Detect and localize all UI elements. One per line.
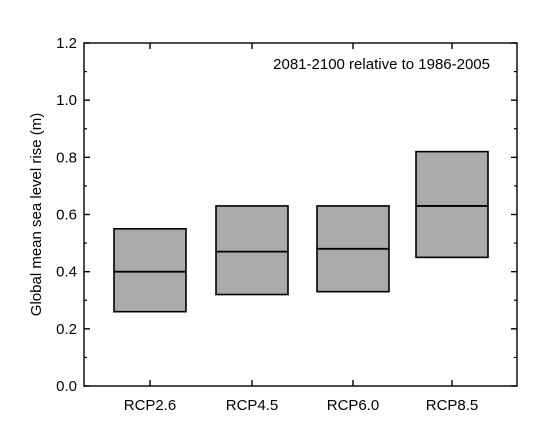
y-tick-label: 1.2 [56, 35, 77, 52]
x-axis-ticks [149, 43, 453, 386]
y-tick-label: 0.2 [56, 321, 77, 338]
x-tick-label: RCP4.5 [226, 397, 279, 414]
y-tick-label: 0.0 [56, 378, 77, 395]
y-tick-label: 0.6 [56, 207, 77, 224]
x-tick-label: RCP2.6 [124, 397, 177, 414]
likely-range-box [215, 205, 289, 296]
likely-range-box [113, 227, 187, 313]
y-tick-label: 0.8 [56, 149, 77, 166]
plot-area [83, 42, 518, 387]
y-axis-tick-labels: 0.0 0.2 0.4 0.6 0.8 1.0 1.2 [56, 35, 77, 395]
likely-range-box [415, 150, 489, 259]
x-tick-label: RCP6.0 [327, 397, 380, 414]
range-box-rcp2-6 [113, 227, 187, 313]
x-tick-label: RCP8.5 [426, 397, 479, 414]
range-box-rcp6-0 [316, 205, 390, 293]
y-tick-label: 1.0 [56, 92, 77, 109]
y-tick-label: 0.4 [56, 264, 77, 281]
range-box-rcp4-5 [215, 205, 289, 296]
range-boxes [113, 150, 489, 313]
x-axis-tick-labels: RCP2.6 RCP4.5 RCP6.0 RCP8.5 [124, 397, 479, 414]
range-box-rcp8-5 [415, 150, 489, 259]
y-axis-ticks [84, 42, 517, 387]
period-annotation: 2081-2100 relative to 1986-2005 [273, 56, 490, 73]
y-axis-label: Global mean sea level rise (m) [28, 113, 45, 316]
